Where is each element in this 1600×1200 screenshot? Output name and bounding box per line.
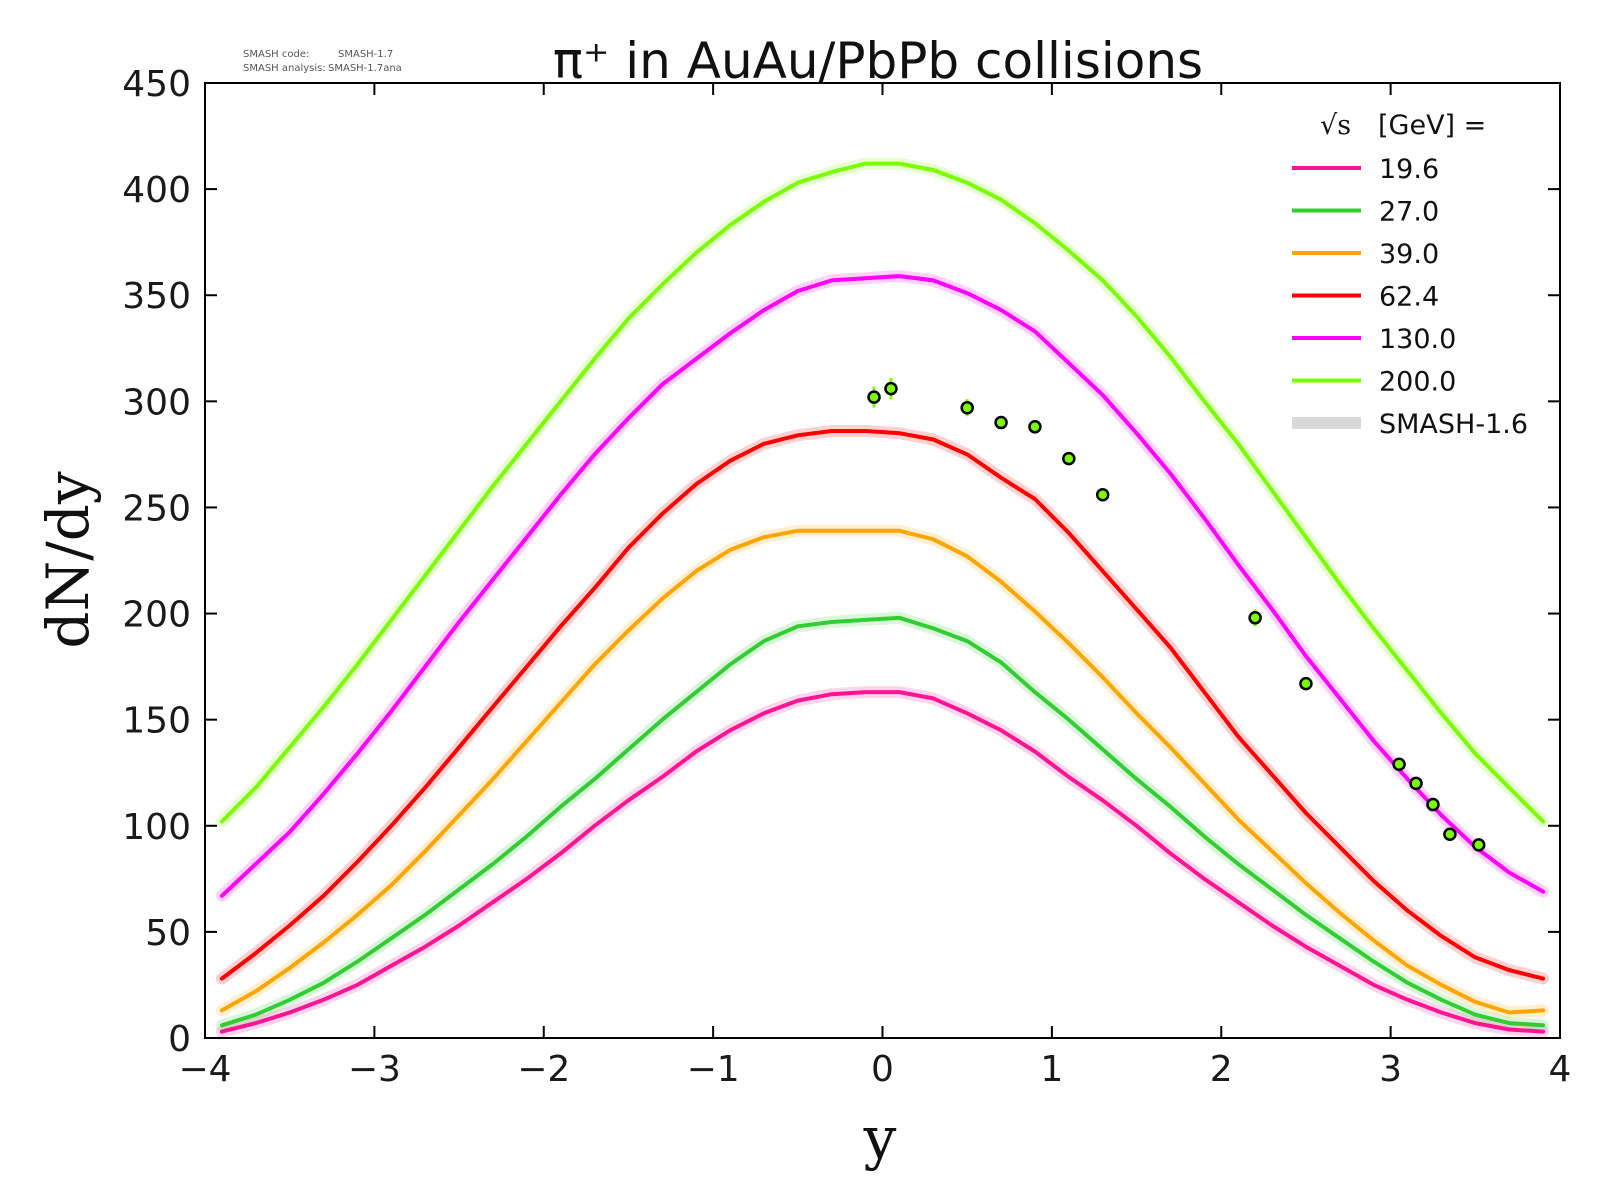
smash-code-label: SMASH code:	[243, 49, 309, 60]
legend-label-6: SMASH-1.6	[1379, 409, 1528, 440]
y-tick-label-8: 400	[122, 170, 191, 211]
plot-frame	[204, 82, 1561, 1039]
smash-analysis-label: SMASH analysis:	[243, 63, 326, 74]
series-line-2	[219, 528, 1546, 1015]
x-tick-label-7: 3	[1379, 1049, 1402, 1090]
y-tick-label-2: 100	[122, 807, 191, 848]
data-point-5	[1062, 451, 1076, 466]
data-point-9	[1392, 757, 1406, 771]
legend-items: 19.6 27.0 39.0 62.4 130.0 200.0 SMASH-1.6	[1292, 154, 1528, 440]
data-point-1	[884, 381, 898, 396]
series-lines	[219, 161, 1546, 1034]
data-point-11	[1426, 797, 1440, 812]
data-point-7	[1248, 611, 1262, 625]
y-axis-title: dN/dy	[34, 471, 102, 649]
axis-tick-labels: −4 −3 −2 −1 0 1 2 3 4 0 50 100 150 200 250 300 350 400 450	[122, 64, 1571, 1090]
series-line-0	[219, 690, 1546, 1034]
y-tick-label-4: 200	[122, 595, 191, 636]
legend: √s [GeV] = 19.6 27.0 39.0 62.4 130.0 200.0 SMA…	[1292, 110, 1528, 440]
x-tick-label-0: −4	[178, 1049, 231, 1090]
y-tick-label-6: 300	[122, 382, 191, 423]
series-line-3	[219, 429, 1546, 981]
smash-code-value: SMASH-1.7	[338, 49, 393, 60]
y-tick-label-9: 450	[122, 64, 191, 105]
x-tick-label-1: −3	[348, 1049, 401, 1090]
data-point-4	[1028, 420, 1042, 434]
data-point-3	[994, 415, 1008, 430]
data-point-8	[1299, 676, 1313, 691]
y-tick-label-0: 0	[168, 1019, 191, 1060]
data-point-13	[1471, 838, 1486, 852]
legend-label-2: 39.0	[1379, 239, 1439, 270]
series-line-4	[219, 274, 1546, 898]
x-tick-label-4: 0	[871, 1049, 894, 1090]
x-tick-label-6: 2	[1210, 1049, 1233, 1090]
reference-band-5	[215, 157, 1550, 828]
data-point-10	[1409, 776, 1423, 791]
legend-label-0: 19.6	[1379, 154, 1439, 185]
legend-title-unit: [GeV] =	[1378, 110, 1486, 141]
chart-title: π⁺ in AuAu/PbPb collisions	[553, 32, 1203, 90]
legend-label-3: 62.4	[1379, 282, 1439, 313]
series-line-1	[219, 615, 1546, 1028]
x-tick-label-2: −2	[517, 1049, 570, 1090]
series-line-5	[219, 161, 1546, 824]
x-tick-label-8: 4	[1549, 1049, 1572, 1090]
data-points	[867, 377, 1486, 852]
y-tick-label-3: 150	[122, 701, 191, 742]
data-point-6	[1095, 487, 1110, 502]
x-tick-label-5: 1	[1040, 1049, 1063, 1090]
smash-analysis-value: SMASH-1.7ana	[328, 63, 402, 74]
legend-label-1: 27.0	[1379, 197, 1439, 228]
data-point-12	[1443, 827, 1457, 842]
legend-title-sqrt: √s	[1320, 110, 1351, 141]
x-axis-title: y	[863, 1104, 897, 1172]
legend-label-4: 130.0	[1379, 324, 1456, 355]
axis-ticks	[204, 82, 1561, 1039]
data-point-0	[867, 390, 881, 404]
y-tick-label-1: 50	[145, 913, 191, 954]
x-tick-label-3: −1	[687, 1049, 740, 1090]
data-point-2	[960, 400, 974, 415]
legend-label-5: 200.0	[1379, 367, 1456, 398]
y-tick-label-5: 250	[122, 488, 191, 529]
y-tick-label-7: 350	[122, 276, 191, 317]
